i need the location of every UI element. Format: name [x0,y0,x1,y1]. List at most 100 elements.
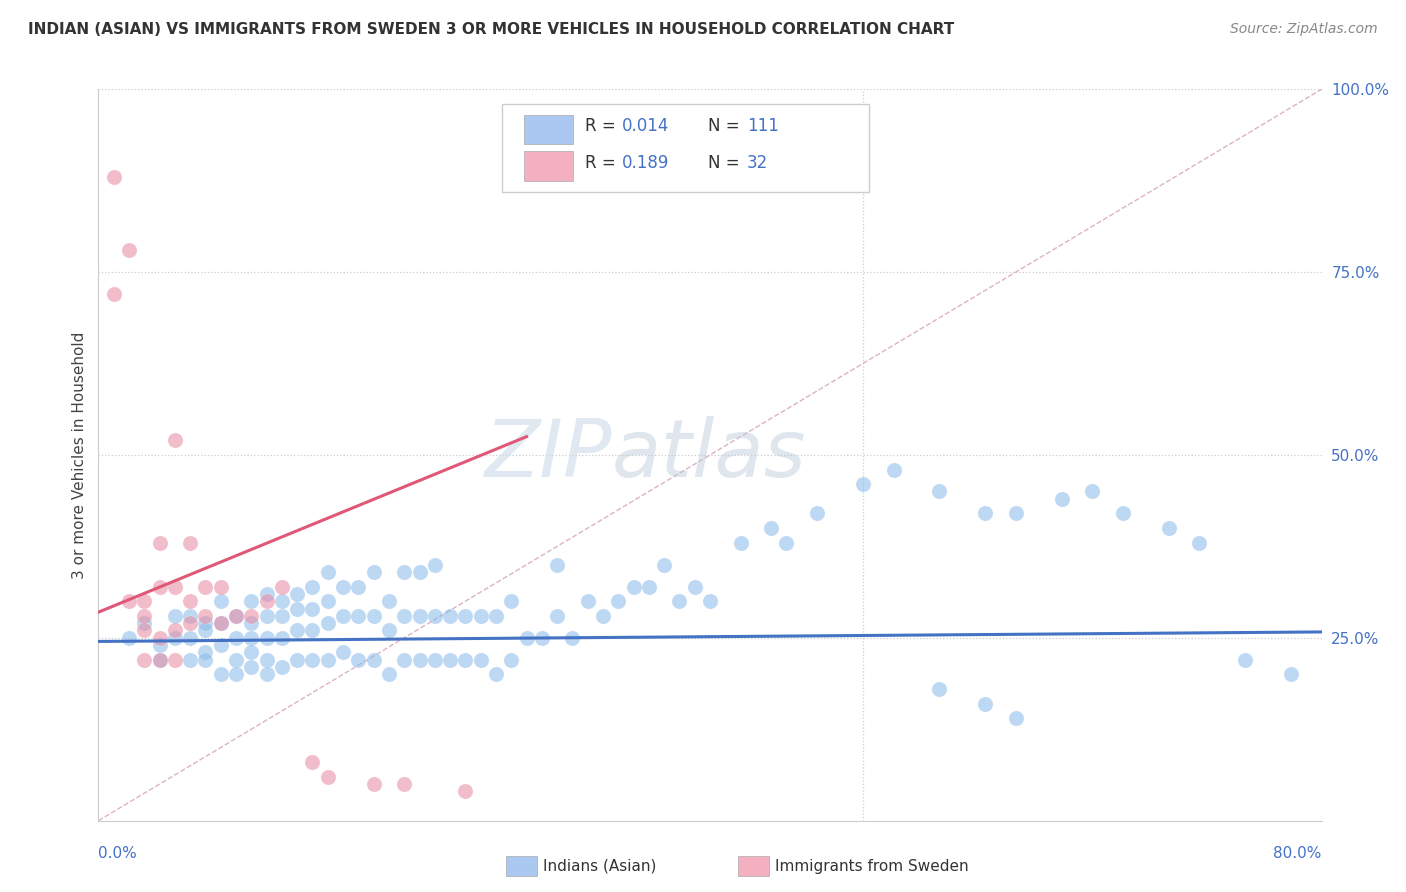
Indians (Asian) [423,608,446,623]
Indians (Asian) [683,580,706,594]
Indians (Asian) [1050,491,1073,506]
Immigrants from Sweden [270,580,292,594]
Indians (Asian) [470,653,492,667]
Indians (Asian) [408,565,430,579]
Indians (Asian) [408,653,430,667]
Text: 80.0%: 80.0% [1274,847,1322,862]
Indians (Asian) [179,631,201,645]
Text: 0.189: 0.189 [621,153,669,171]
Indians (Asian) [332,608,354,623]
Indians (Asian) [301,601,323,615]
Y-axis label: 3 or more Vehicles in Household: 3 or more Vehicles in Household [72,331,87,579]
Indians (Asian) [225,631,247,645]
Indians (Asian) [347,580,370,594]
Immigrants from Sweden [163,580,186,594]
Immigrants from Sweden [256,594,278,608]
Indians (Asian) [485,608,508,623]
Immigrants from Sweden [240,608,263,623]
Immigrants from Sweden [134,608,156,623]
Indians (Asian) [225,667,247,681]
Indians (Asian) [392,608,416,623]
Immigrants from Sweden [316,770,339,784]
Indians (Asian) [256,653,278,667]
Immigrants from Sweden [163,653,186,667]
Indians (Asian) [730,535,752,549]
Indians (Asian) [270,631,292,645]
Immigrants from Sweden [194,580,217,594]
Text: Immigrants from Sweden: Immigrants from Sweden [775,859,969,873]
Indians (Asian) [928,484,950,499]
Indians (Asian) [285,624,308,638]
Immigrants from Sweden [134,653,156,667]
Indians (Asian) [1004,711,1026,725]
Text: 111: 111 [747,117,779,135]
Immigrants from Sweden [103,287,125,301]
Indians (Asian) [256,667,278,681]
Immigrants from Sweden [149,631,172,645]
Text: 0.0%: 0.0% [98,847,138,862]
Indians (Asian) [607,594,630,608]
Indians (Asian) [285,587,308,601]
Indians (Asian) [378,624,401,638]
Indians (Asian) [240,594,263,608]
Immigrants from Sweden [179,535,201,549]
Indians (Asian) [439,608,461,623]
Indians (Asian) [974,507,997,521]
Text: ZIP: ZIP [485,416,612,494]
Immigrants from Sweden [149,535,172,549]
Immigrants from Sweden [179,616,201,631]
Indians (Asian) [759,521,782,535]
Immigrants from Sweden [118,243,141,257]
Indians (Asian) [974,697,997,711]
Indians (Asian) [775,535,797,549]
Indians (Asian) [134,616,156,631]
Indians (Asian) [270,660,292,674]
Indians (Asian) [256,631,278,645]
Indians (Asian) [363,653,385,667]
Indians (Asian) [530,631,553,645]
Indians (Asian) [516,631,538,645]
Indians (Asian) [423,653,446,667]
Indians (Asian) [485,667,508,681]
Text: R =: R = [585,153,621,171]
Immigrants from Sweden [194,608,217,623]
Indians (Asian) [301,580,323,594]
FancyBboxPatch shape [524,152,574,180]
Indians (Asian) [363,608,385,623]
Indians (Asian) [285,601,308,615]
Indians (Asian) [928,681,950,696]
Indians (Asian) [209,594,232,608]
Indians (Asian) [332,580,354,594]
Indians (Asian) [179,653,201,667]
Indians (Asian) [1004,507,1026,521]
Indians (Asian) [332,645,354,659]
Immigrants from Sweden [163,434,186,448]
Indians (Asian) [1112,507,1135,521]
Indians (Asian) [270,594,292,608]
Immigrants from Sweden [179,594,201,608]
Indians (Asian) [316,565,339,579]
Text: Indians (Asian): Indians (Asian) [543,859,657,873]
Indians (Asian) [546,608,568,623]
Indians (Asian) [256,608,278,623]
Immigrants from Sweden [209,580,232,594]
Indians (Asian) [316,653,339,667]
Indians (Asian) [652,558,675,572]
Immigrants from Sweden [118,594,141,608]
Indians (Asian) [270,608,292,623]
Indians (Asian) [637,580,661,594]
Indians (Asian) [363,565,385,579]
Indians (Asian) [501,594,523,608]
FancyBboxPatch shape [502,103,869,192]
Text: INDIAN (ASIAN) VS IMMIGRANTS FROM SWEDEN 3 OR MORE VEHICLES IN HOUSEHOLD CORRELA: INDIAN (ASIAN) VS IMMIGRANTS FROM SWEDEN… [28,22,955,37]
Indians (Asian) [378,594,401,608]
Text: N =: N = [707,117,744,135]
Indians (Asian) [408,608,430,623]
Indians (Asian) [470,608,492,623]
Indians (Asian) [316,616,339,631]
Indians (Asian) [392,565,416,579]
Immigrants from Sweden [363,777,385,791]
Text: atlas: atlas [612,416,807,494]
Indians (Asian) [501,653,523,667]
Indians (Asian) [806,507,828,521]
